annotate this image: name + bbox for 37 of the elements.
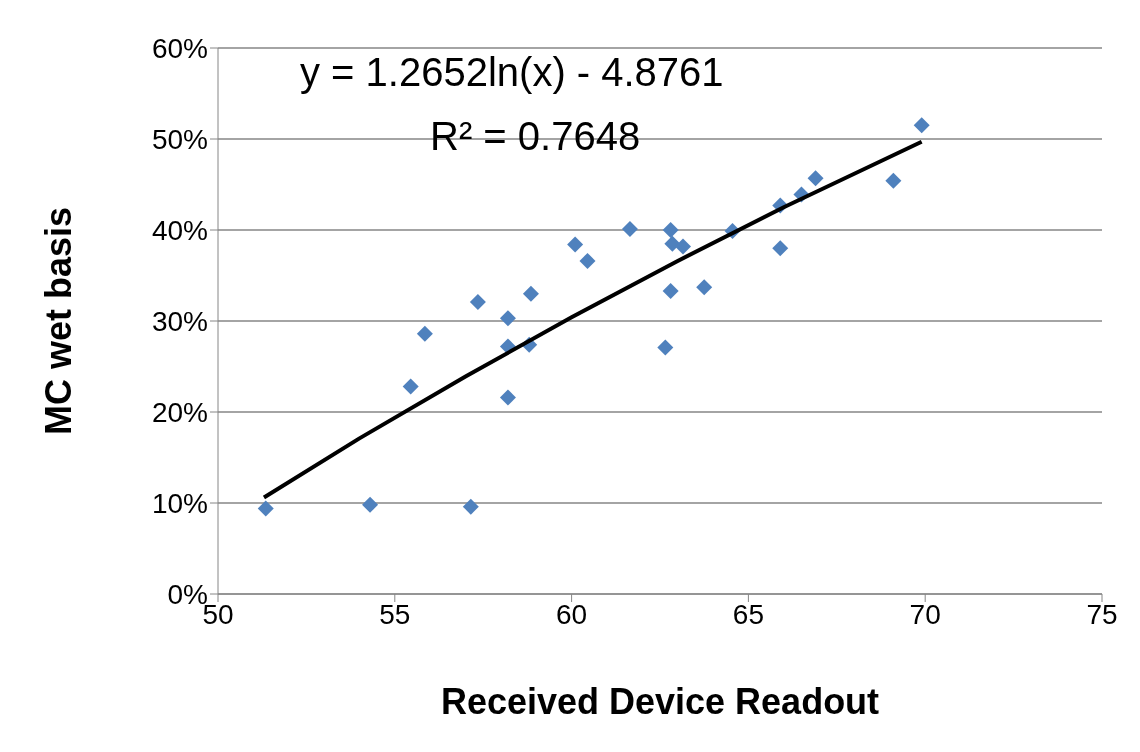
x-axis-title: Received Device Readout: [440, 681, 880, 722]
point: [913, 117, 930, 134]
y-tick-label: 20%: [151, 396, 208, 428]
point: [662, 282, 679, 299]
point: [257, 500, 274, 517]
point: [522, 285, 539, 302]
y-tick-label: 50%: [151, 123, 208, 155]
annotation: y = 1.2652ln(x) - 4.8761: [300, 50, 724, 95]
point: [462, 498, 479, 515]
y-tick-label: 40%: [151, 214, 208, 246]
point: [674, 238, 691, 255]
point: [621, 221, 638, 238]
point: [362, 496, 379, 513]
point: [696, 279, 713, 296]
point: [664, 235, 681, 252]
x-tick-label: 75: [1086, 598, 1118, 630]
y-axis-title: MC wet basis: [37, 206, 79, 436]
y-tick-label: 10%: [151, 487, 208, 519]
annotation: R² = 0.7648: [430, 114, 641, 159]
point: [499, 389, 516, 406]
point: [499, 310, 516, 327]
x-tick-label: 65: [732, 598, 764, 630]
point: [402, 378, 419, 395]
point: [662, 222, 679, 238]
x-tick-label: 55: [379, 598, 411, 630]
y-tick-label: 30%: [151, 305, 208, 337]
x-tick-label: 70: [909, 598, 941, 630]
x-tick-label: 60: [556, 598, 588, 630]
point: [579, 252, 596, 269]
point: [657, 339, 674, 356]
y-tick-label: 60%: [151, 32, 208, 64]
point: [885, 172, 902, 189]
point: [772, 240, 789, 257]
point: [469, 293, 486, 310]
point: [567, 236, 584, 253]
point: [807, 170, 824, 187]
point: [416, 325, 433, 342]
